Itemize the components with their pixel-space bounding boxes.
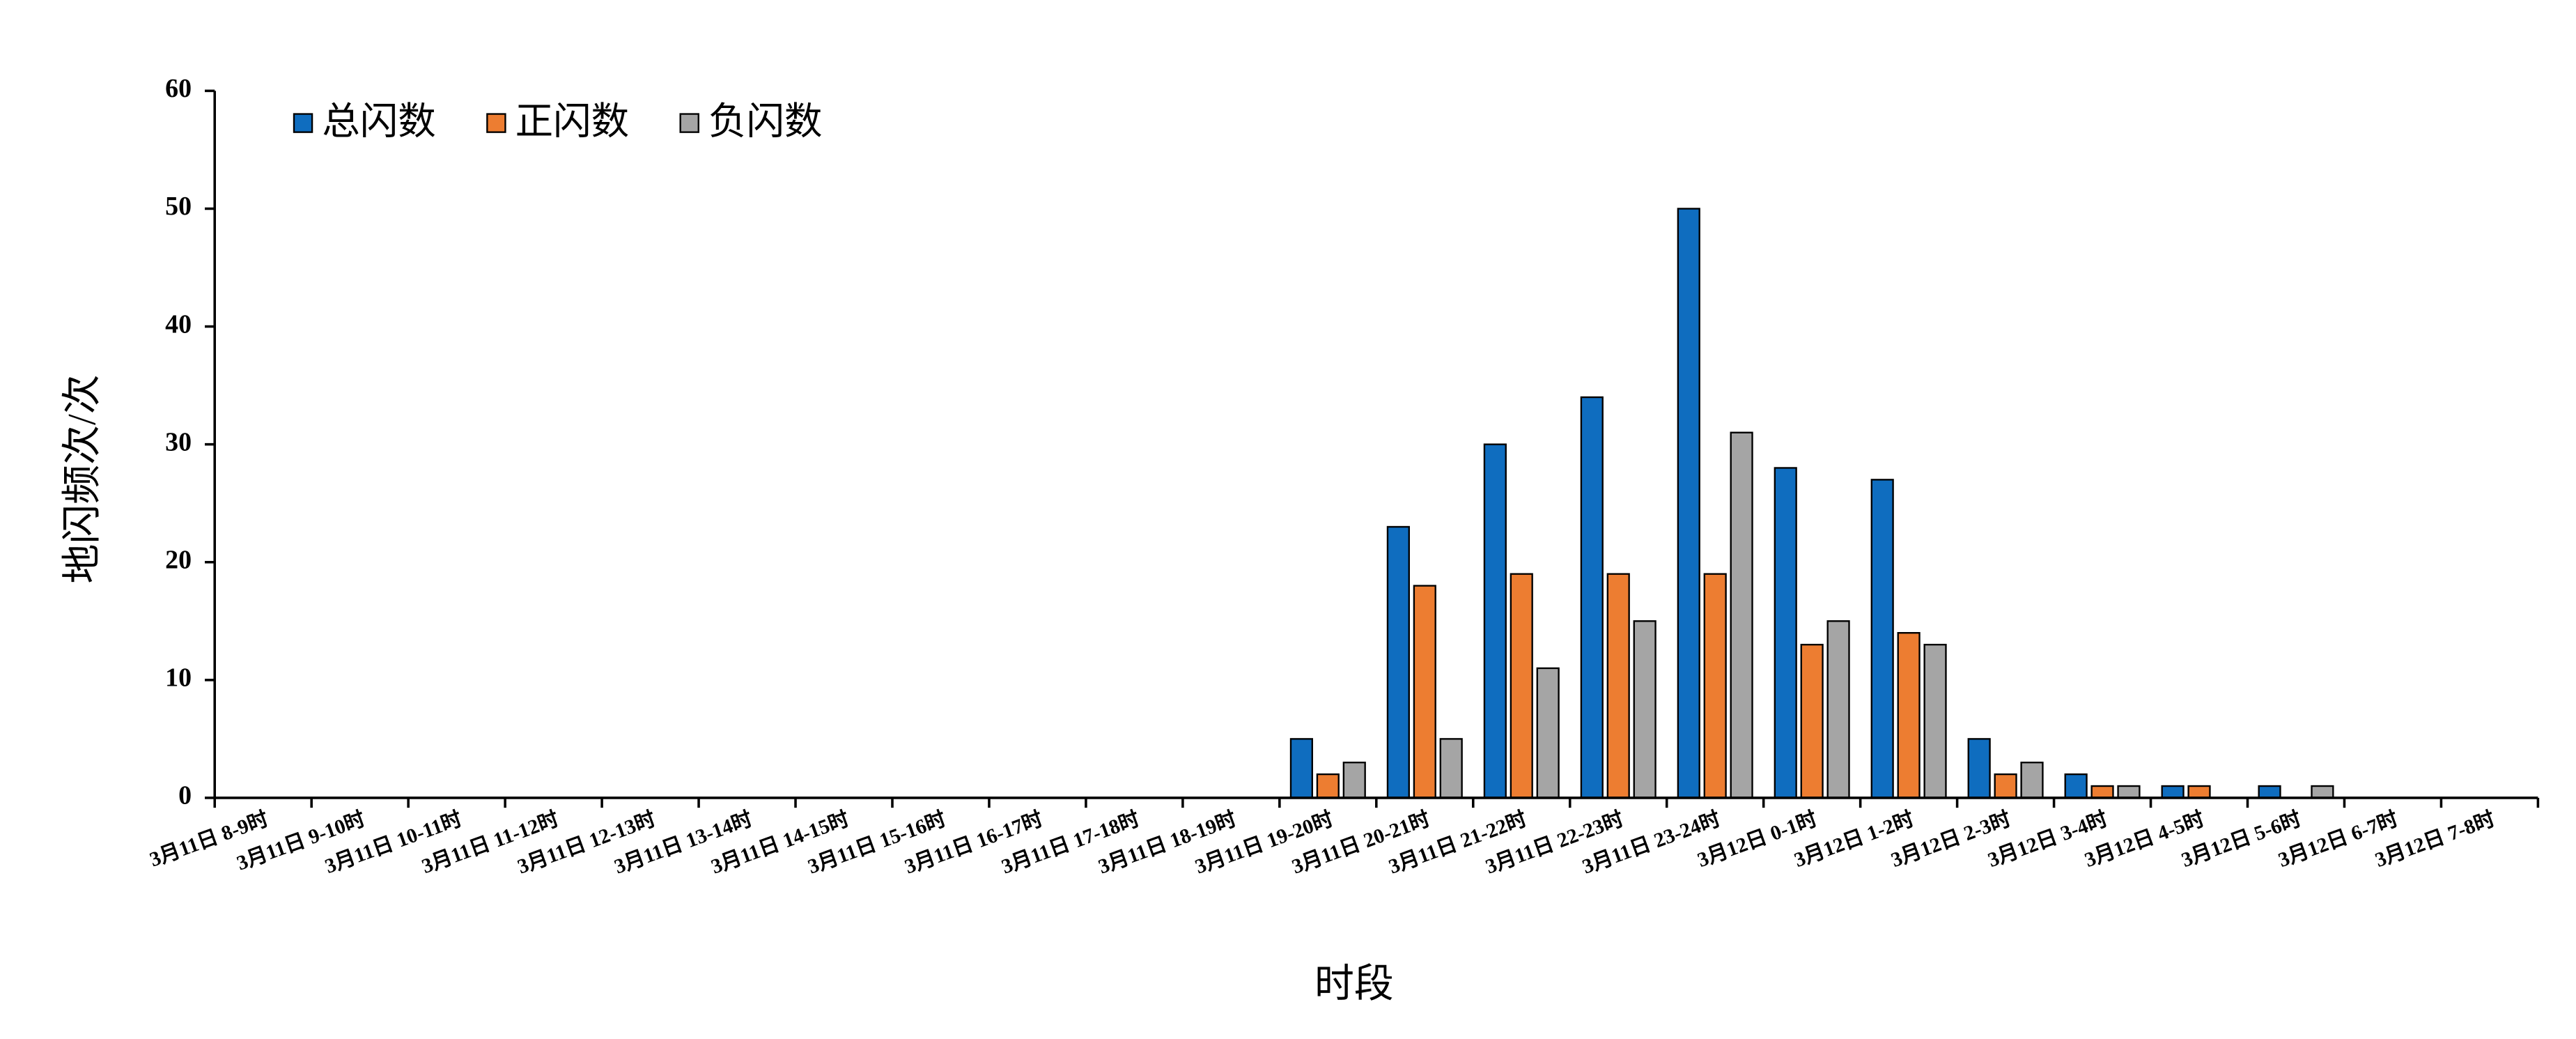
bar: [1580, 396, 1604, 799]
legend-swatch: [486, 113, 506, 133]
bar: [2311, 785, 2334, 799]
y-tick-label: 30: [165, 427, 192, 456]
bar: [1483, 443, 1507, 799]
bar: [1633, 620, 1656, 799]
bar: [1870, 479, 1894, 799]
bar: [1730, 431, 1753, 799]
legend-swatch: [679, 113, 699, 133]
y-tick-label: 0: [178, 781, 192, 810]
bar: [1923, 643, 1947, 799]
bar: [1994, 773, 2017, 799]
bar: [2258, 785, 2281, 799]
bar: [1510, 573, 1533, 799]
bar: [2187, 785, 2211, 799]
y-tick-label: 60: [165, 74, 192, 103]
bar: [1413, 585, 1436, 799]
bar: [1386, 525, 1410, 799]
bar: [1606, 573, 1630, 799]
bar: [2064, 773, 2088, 799]
legend-label: 负闪数: [708, 100, 823, 143]
bar: [1703, 573, 1727, 799]
bar: [1342, 762, 1366, 799]
bar: [1536, 667, 1560, 799]
legend-swatch: [293, 113, 313, 133]
bar: [1677, 208, 1700, 799]
bar: [2117, 785, 2141, 799]
bar: [2090, 785, 2114, 799]
legend-label: 正闪数: [515, 100, 630, 143]
y-axis-title: 地闪频次/次: [60, 374, 104, 583]
bar: [2161, 785, 2185, 799]
y-tick-label: 50: [165, 192, 192, 221]
bar: [1439, 738, 1463, 799]
bar: [1897, 632, 1921, 799]
bar: [2020, 762, 2044, 799]
y-tick-label: 40: [165, 309, 192, 339]
bar: [1289, 738, 1314, 799]
bar: [1316, 773, 1340, 799]
legend-label: 总闪数: [322, 100, 436, 143]
bar: [1774, 467, 1797, 799]
bar: [1826, 620, 1850, 799]
bar: [1967, 738, 1991, 799]
bar: [1800, 643, 1824, 799]
y-tick-label: 10: [165, 663, 192, 693]
y-tick-label: 20: [165, 545, 192, 574]
x-axis-title: 时段: [1314, 962, 1394, 1006]
